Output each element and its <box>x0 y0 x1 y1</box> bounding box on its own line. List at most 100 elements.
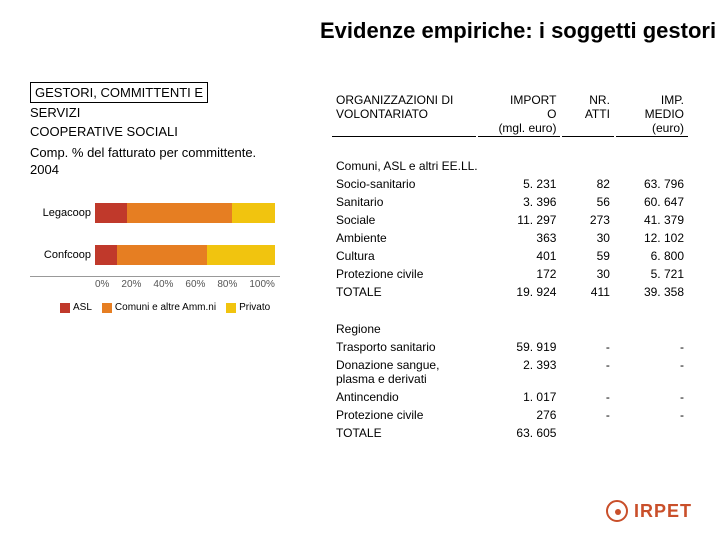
table-cell: 39. 358 <box>616 284 688 300</box>
table-row: Cultura401596. 800 <box>332 248 688 264</box>
table-cell: - <box>616 407 688 423</box>
logo-icon <box>606 500 628 522</box>
table-cell: 363 <box>478 230 560 246</box>
left-line4: Comp. % del fatturato per committente. 2… <box>30 145 270 179</box>
table-cell: 30 <box>562 266 613 282</box>
table-row: Protezione civile172305. 721 <box>332 266 688 282</box>
axis-tick: 80% <box>217 279 237 290</box>
table-cell: Trasporto sanitario <box>332 339 476 355</box>
table-cell: TOTALE <box>332 425 476 441</box>
table-cell: 5. 231 <box>478 176 560 192</box>
table-cell: - <box>562 407 613 423</box>
table-cell: 63. 605 <box>478 425 560 441</box>
irpet-logo: IRPET <box>606 500 692 522</box>
table-cell: 411 <box>562 284 613 300</box>
bar-segment <box>207 245 275 265</box>
legend-swatch <box>60 303 70 313</box>
table-cell: Socio-sanitario <box>332 176 476 192</box>
axis-tick: 40% <box>153 279 173 290</box>
table-cell: 59. 919 <box>478 339 560 355</box>
table-cell: 41. 379 <box>616 212 688 228</box>
bar-row: Confcoop <box>30 234 280 276</box>
left-text-block: GESTORI, COMMITTENTI E SERVIZI COOPERATI… <box>30 82 270 179</box>
table-header: ORGANIZZAZIONI DI VOLONTARIATO <box>332 92 476 137</box>
table-cell: Sanitario <box>332 194 476 210</box>
bar-segment <box>117 245 207 265</box>
data-table: ORGANIZZAZIONI DI VOLONTARIATOIMPORTO(mg… <box>330 90 690 443</box>
slide-title: Evidenze empiriche: i soggetti gestori <box>320 18 716 44</box>
bar-row: Legacoop <box>30 192 280 234</box>
legend-label: Comuni e altre Amm.ni <box>115 302 216 313</box>
table-cell: 56 <box>562 194 613 210</box>
table-cell: 276 <box>478 407 560 423</box>
table-row: Sociale11. 29727341. 379 <box>332 212 688 228</box>
table-cell <box>616 425 688 441</box>
table-cell: Protezione civile <box>332 266 476 282</box>
table-cell: 82 <box>562 176 613 192</box>
legend-label: ASL <box>73 302 92 313</box>
bar-container <box>95 245 275 265</box>
table-cell: Antincendio <box>332 389 476 405</box>
axis-tick: 100% <box>249 279 275 290</box>
bar-segment <box>95 245 117 265</box>
table-row: Trasporto sanitario59. 919-- <box>332 339 688 355</box>
table-cell: 5. 721 <box>616 266 688 282</box>
table-cell: 172 <box>478 266 560 282</box>
table-row: TOTALE63. 605 <box>332 425 688 441</box>
table-row: Sanitario3. 3965660. 647 <box>332 194 688 210</box>
table-row: Ambiente3633012. 102 <box>332 230 688 246</box>
stacked-bar-chart: Legacoop Confcoop 0% 20% 40% 60% 80% 100% ASL C… <box>30 192 280 313</box>
table-cell: - <box>562 357 613 387</box>
table-cell: 273 <box>562 212 613 228</box>
logo-text: IRPET <box>634 501 692 522</box>
table-cell: - <box>616 357 688 387</box>
bar-label: Legacoop <box>30 207 95 219</box>
table-cell: - <box>616 389 688 405</box>
legend-swatch <box>226 303 236 313</box>
table-cell: 19. 924 <box>478 284 560 300</box>
table-row: Donazione sangue, plasma e derivati2. 39… <box>332 357 688 387</box>
bar-segment <box>127 203 231 223</box>
section-header: Regione <box>332 314 688 337</box>
table-row: Socio-sanitario5. 2318263. 796 <box>332 176 688 192</box>
table-cell: Ambiente <box>332 230 476 246</box>
table-cell: - <box>562 339 613 355</box>
boxed-heading: GESTORI, COMMITTENTI E <box>30 82 208 103</box>
table-cell: 2. 393 <box>478 357 560 387</box>
legend-item: ASL <box>60 302 92 313</box>
axis-tick: 60% <box>185 279 205 290</box>
table-header: IMPORTO(mgl. euro) <box>478 92 560 137</box>
table-cell: Donazione sangue, plasma e derivati <box>332 357 476 387</box>
legend-item: Comuni e altre Amm.ni <box>102 302 216 313</box>
table-header: IMP.MEDIO(euro) <box>616 92 688 137</box>
table-row: TOTALE19. 92441139. 358 <box>332 284 688 300</box>
table-cell: Sociale <box>332 212 476 228</box>
table-cell: 30 <box>562 230 613 246</box>
axis-tick: 0% <box>95 279 109 290</box>
table-cell: 63. 796 <box>616 176 688 192</box>
table-cell: Protezione civile <box>332 407 476 423</box>
table-row: Antincendio1. 017-- <box>332 389 688 405</box>
table-cell: 401 <box>478 248 560 264</box>
table-cell: 3. 396 <box>478 194 560 210</box>
left-line3: COOPERATIVE SOCIALI <box>30 124 270 141</box>
table-cell: TOTALE <box>332 284 476 300</box>
bar-segment <box>232 203 275 223</box>
bar-segment <box>95 203 127 223</box>
legend-item: Privato <box>226 302 270 313</box>
table-cell: 6. 800 <box>616 248 688 264</box>
table-cell: Cultura <box>332 248 476 264</box>
table-cell: 11. 297 <box>478 212 560 228</box>
table-cell: - <box>616 339 688 355</box>
table-row: Protezione civile276-- <box>332 407 688 423</box>
axis-tick: 20% <box>121 279 141 290</box>
section-header: Comuni, ASL e altri EE.LL. <box>332 151 688 174</box>
table-cell: 1. 017 <box>478 389 560 405</box>
table-cell: 12. 102 <box>616 230 688 246</box>
bar-container <box>95 203 275 223</box>
table-header: NR. ATTI <box>562 92 613 137</box>
table-cell <box>562 425 613 441</box>
legend-swatch <box>102 303 112 313</box>
legend-label: Privato <box>239 302 270 313</box>
left-line2: SERVIZI <box>30 105 270 122</box>
